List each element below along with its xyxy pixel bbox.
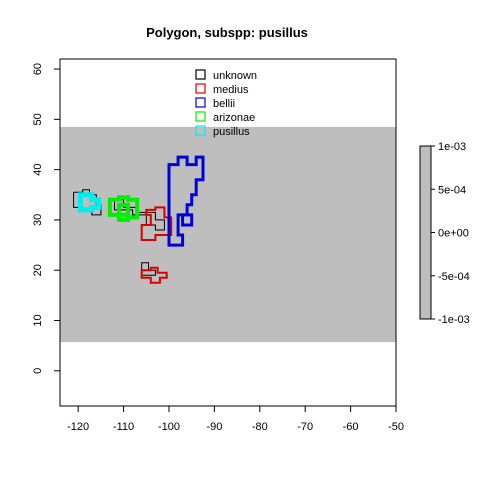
y-tick-label: 30 <box>32 214 44 226</box>
range-polygon-medius-1 <box>140 266 168 284</box>
legend-label-arizonae: arizonae <box>213 112 255 124</box>
x-axis: -120 -110 -100 -90 -80 -70 -60 -50 <box>67 405 404 433</box>
x-tick-label: -120 <box>67 421 89 433</box>
x-tick-label: -90 <box>206 421 222 433</box>
y-tick-label: 20 <box>32 264 44 276</box>
legend-swatch-medius <box>195 83 206 94</box>
legend-label-medius: medius <box>213 84 249 96</box>
range-polygon-medius-0 <box>140 206 173 241</box>
range-polygon-bellii-0 <box>167 155 205 247</box>
colorbar-tick-label: 1e-03 <box>438 141 466 153</box>
colorbar-tick-label: 5e-04 <box>438 184 466 196</box>
legend-label-bellii: bellii <box>213 98 235 110</box>
background-band-layer <box>60 126 396 343</box>
legend-swatch-pusillus <box>195 125 206 136</box>
y-tick-label: 0 <box>32 368 44 374</box>
x-tick-label: -110 <box>113 421 134 433</box>
legend-swatch-unknown <box>195 69 206 80</box>
x-tick-label: -60 <box>343 421 359 433</box>
range-polygon-pusillus-0 <box>77 192 102 213</box>
colorbar-body <box>419 145 432 320</box>
range-polygon-bellii-1 <box>181 213 194 227</box>
y-tick-label: 50 <box>32 113 44 125</box>
x-tick-label: -70 <box>297 421 313 433</box>
y-axis: 0 10 20 30 40 50 60 <box>32 63 61 374</box>
legend: unknown medius bellii arizonae pusillus <box>195 69 257 138</box>
colorbar-tick-label: 0e+00 <box>438 228 469 240</box>
legend-label-unknown: unknown <box>213 70 257 82</box>
chart-title: Polygon, subspp: pusillus <box>146 25 308 40</box>
range-polygon-arizonae-0 <box>107 195 140 222</box>
legend-swatch-arizonae <box>195 111 206 122</box>
legend-swatch-bellii <box>195 97 206 108</box>
polygon-layer <box>73 155 205 284</box>
colorbar-tick-label: -5e-04 <box>438 271 470 283</box>
y-tick-label: 60 <box>32 63 44 75</box>
x-tick-label: -100 <box>158 421 180 433</box>
range-polygon-arizonae-1 <box>117 202 131 217</box>
y-tick-label: 10 <box>32 314 44 326</box>
legend-label-pusillus: pusillus <box>213 126 250 138</box>
y-tick-label: 40 <box>32 164 44 176</box>
x-tick-label: -50 <box>388 421 404 433</box>
x-tick-label: -80 <box>252 421 268 433</box>
colorbar-tick-label: -1e-03 <box>438 314 470 326</box>
background-band <box>60 126 396 343</box>
colorbar: 1e-03 5e-04 0e+00 -5e-04 -1e-03 <box>419 141 470 326</box>
